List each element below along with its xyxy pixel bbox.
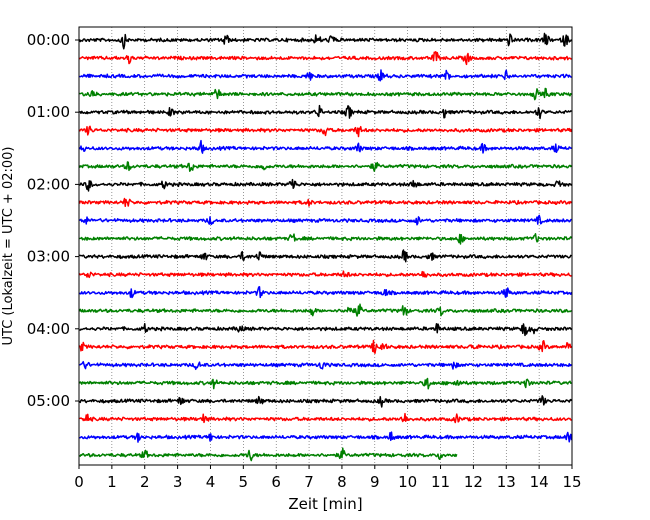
trace-line xyxy=(78,178,573,192)
x-tick-label: 6 xyxy=(271,473,281,491)
y-tick-label: 01:00 xyxy=(27,103,70,121)
x-tick-label: 10 xyxy=(398,473,417,491)
y-tick-label: 02:00 xyxy=(27,175,70,193)
trace-line xyxy=(79,360,573,371)
trace-line xyxy=(79,412,572,424)
trace-line xyxy=(78,32,573,50)
trace-line xyxy=(78,51,572,66)
x-tick-label: 3 xyxy=(173,473,183,491)
x-axis-ticks: 0 1 2 3 4 5 6 7 8 9 10 11 12 13 14 15 xyxy=(74,465,582,491)
trace-line xyxy=(78,395,573,408)
y-tick-label: 03:00 xyxy=(27,248,70,266)
x-tick-label: 4 xyxy=(206,473,216,491)
x-tick-label: 1 xyxy=(107,473,117,491)
trace-line xyxy=(78,125,573,138)
trace-line xyxy=(78,197,573,208)
trace-line xyxy=(78,161,573,172)
trace-line xyxy=(79,431,573,443)
x-axis-label: Zeit [min] xyxy=(288,495,362,513)
y-tick-label: 05:00 xyxy=(27,392,70,410)
x-tick-label: 15 xyxy=(562,473,581,491)
y-tick-label: 04:00 xyxy=(27,320,70,338)
x-tick-label: 12 xyxy=(464,473,483,491)
trace-line xyxy=(79,233,573,245)
trace-line xyxy=(79,104,572,120)
y-axis-ticks: 00:00 01:00 02:00 03:00 04:00 05:00 xyxy=(27,31,79,410)
x-tick-label: 8 xyxy=(337,473,347,491)
x-tick-label: 14 xyxy=(530,473,549,491)
seismic-traces xyxy=(78,32,573,462)
y-axis-label: UTC (Lokalzeit = UTC + 02:00) xyxy=(1,147,16,346)
x-tick-label: 2 xyxy=(140,473,150,491)
x-tick-label: 11 xyxy=(431,473,450,491)
trace-line xyxy=(79,87,573,101)
trace-line xyxy=(79,69,572,82)
trace-line xyxy=(78,377,572,390)
x-tick-label: 5 xyxy=(239,473,249,491)
x-tick-label: 0 xyxy=(74,473,84,491)
grid-lines xyxy=(111,27,540,465)
trace-line xyxy=(78,270,572,279)
x-tick-label: 7 xyxy=(304,473,314,491)
plot-frame xyxy=(78,26,573,466)
y-tick-label: 00:00 xyxy=(27,31,70,49)
x-tick-label: 13 xyxy=(497,473,516,491)
trace-line xyxy=(78,286,573,299)
trace-line xyxy=(79,322,573,337)
trace-line xyxy=(78,214,572,226)
trace-line xyxy=(78,447,458,462)
x-tick-label: 9 xyxy=(370,473,380,491)
trace-line xyxy=(78,303,572,317)
trace-line xyxy=(78,139,572,154)
trace-line xyxy=(79,249,572,263)
trace-line xyxy=(78,339,573,354)
